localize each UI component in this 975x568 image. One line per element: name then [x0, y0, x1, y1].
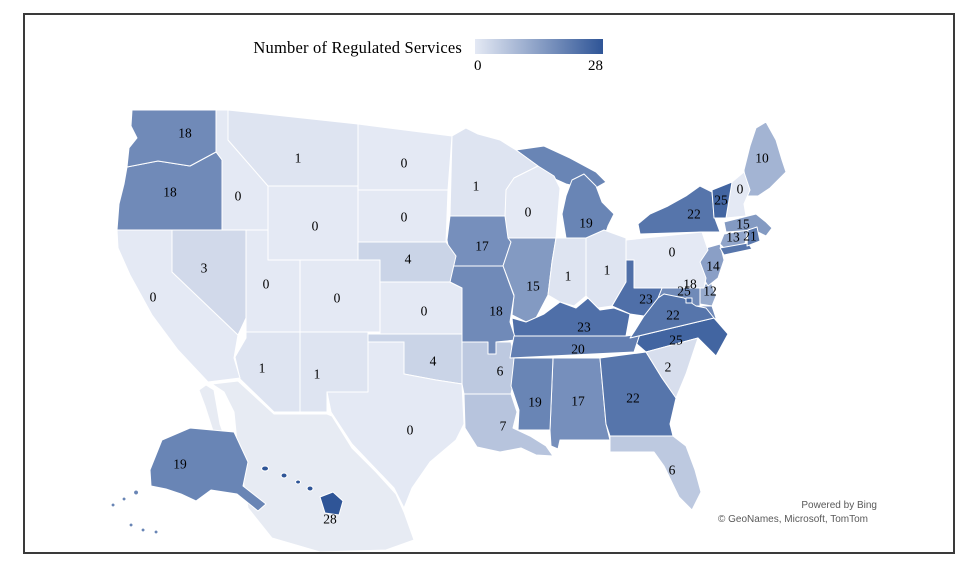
state-LA — [463, 393, 554, 457]
state-WA — [126, 109, 217, 168]
state-label-CA: 0 — [150, 290, 157, 305]
state-label-CT: 13 — [726, 230, 740, 245]
state-label-WY: 0 — [312, 219, 319, 234]
state-HI — [280, 472, 288, 479]
state-label-CO: 0 — [334, 291, 341, 306]
state-WI — [504, 165, 561, 239]
state-HI — [306, 485, 314, 492]
state-label-IA: 17 — [475, 239, 489, 254]
state-NV — [171, 229, 247, 336]
state-label-KS: 0 — [421, 304, 428, 319]
state-label-VA: 22 — [666, 308, 680, 323]
state-RI — [746, 226, 761, 247]
state-label-TX: 0 — [407, 423, 414, 438]
state-WV — [611, 259, 663, 317]
geodata-attribution: © GeoNames, Microsoft, TomTom — [718, 514, 868, 525]
state-label-AK: 19 — [173, 457, 187, 472]
state-label-ME: 10 — [755, 151, 769, 166]
state-MO — [449, 265, 517, 355]
legend-title: Number of Regulated Services — [253, 38, 462, 57]
state-label-OK: 4 — [430, 354, 437, 369]
state-label-WI: 0 — [525, 205, 532, 220]
state-label-DC: 25 — [677, 284, 691, 299]
state-label-MN: 1 — [473, 179, 480, 194]
state-label-MD: 18 — [683, 277, 697, 292]
state-label-AR: 6 — [497, 364, 504, 379]
state-NE — [357, 241, 457, 283]
state-AK — [110, 502, 116, 508]
state-label-SC: 2 — [665, 360, 672, 375]
state-label-SD: 0 — [401, 210, 408, 225]
state-AK — [140, 527, 146, 533]
state-SC — [645, 337, 699, 399]
state-label-ID: 0 — [235, 189, 242, 204]
state-FL — [609, 435, 702, 511]
state-label-IL: 15 — [526, 279, 540, 294]
state-AK — [128, 522, 134, 528]
state-label-NC: 25 — [669, 333, 683, 348]
state-label-MA: 15 — [736, 217, 750, 232]
state-TX — [326, 341, 465, 509]
state-HI — [295, 479, 302, 485]
state-label-VT: 25 — [714, 193, 728, 208]
state-label-NJ: 14 — [706, 259, 720, 274]
state-label-LA: 7 — [500, 419, 507, 434]
state-AK — [121, 496, 127, 502]
state-NY — [637, 185, 721, 235]
state-label-UT: 0 — [263, 277, 270, 292]
state-ME — [743, 121, 787, 197]
state-label-WV: 23 — [639, 292, 653, 307]
state-label-WA: 18 — [178, 126, 192, 141]
state-label-IN: 1 — [565, 269, 572, 284]
state-TN — [509, 333, 641, 359]
state-label-NE: 4 — [405, 252, 412, 267]
state-AK — [133, 489, 140, 496]
state-DC — [685, 297, 693, 304]
state-label-ND: 0 — [401, 156, 408, 171]
state-label-MO: 18 — [489, 304, 503, 319]
state-HI — [319, 491, 344, 516]
state-label-OR: 18 — [163, 185, 177, 200]
state-label-MT: 1 — [295, 151, 302, 166]
state-MS — [510, 357, 554, 431]
state-MI — [561, 173, 615, 239]
state-label-KY: 23 — [577, 320, 591, 335]
state-WY — [267, 185, 359, 261]
legend-min-label: 0 — [474, 58, 482, 74]
state-VT — [711, 181, 733, 219]
state-label-HI: 28 — [323, 512, 337, 527]
state-label-GA: 22 — [626, 391, 640, 406]
state-label-NV: 3 — [201, 261, 208, 276]
state-label-AL: 17 — [571, 394, 585, 409]
state-label-TN: 20 — [571, 342, 585, 357]
bing-attribution: Powered by Bing — [801, 500, 877, 511]
state-HI — [261, 465, 270, 472]
state-label-MS: 19 — [528, 395, 542, 410]
state-label-OH: 1 — [604, 263, 611, 278]
state-label-NY: 22 — [687, 207, 701, 222]
state-label-AZ: 1 — [259, 361, 266, 376]
state-AK — [153, 529, 159, 535]
state-label-PA: 0 — [669, 245, 676, 260]
state-AK — [149, 427, 267, 512]
state-label-RI: 21 — [743, 229, 757, 244]
state-MA — [723, 213, 773, 237]
state-label-DE: 12 — [703, 284, 717, 299]
state-label-FL: 6 — [669, 463, 676, 478]
state-label-NH: 0 — [737, 182, 744, 197]
legend-gradient-bar — [475, 39, 603, 54]
state-label-MI: 19 — [579, 216, 593, 231]
legend-max-label: 28 — [588, 58, 603, 74]
state-label-NM: 1 — [314, 367, 321, 382]
states-layer — [110, 109, 787, 535]
state-NY — [719, 242, 753, 256]
state-VA — [629, 293, 715, 339]
